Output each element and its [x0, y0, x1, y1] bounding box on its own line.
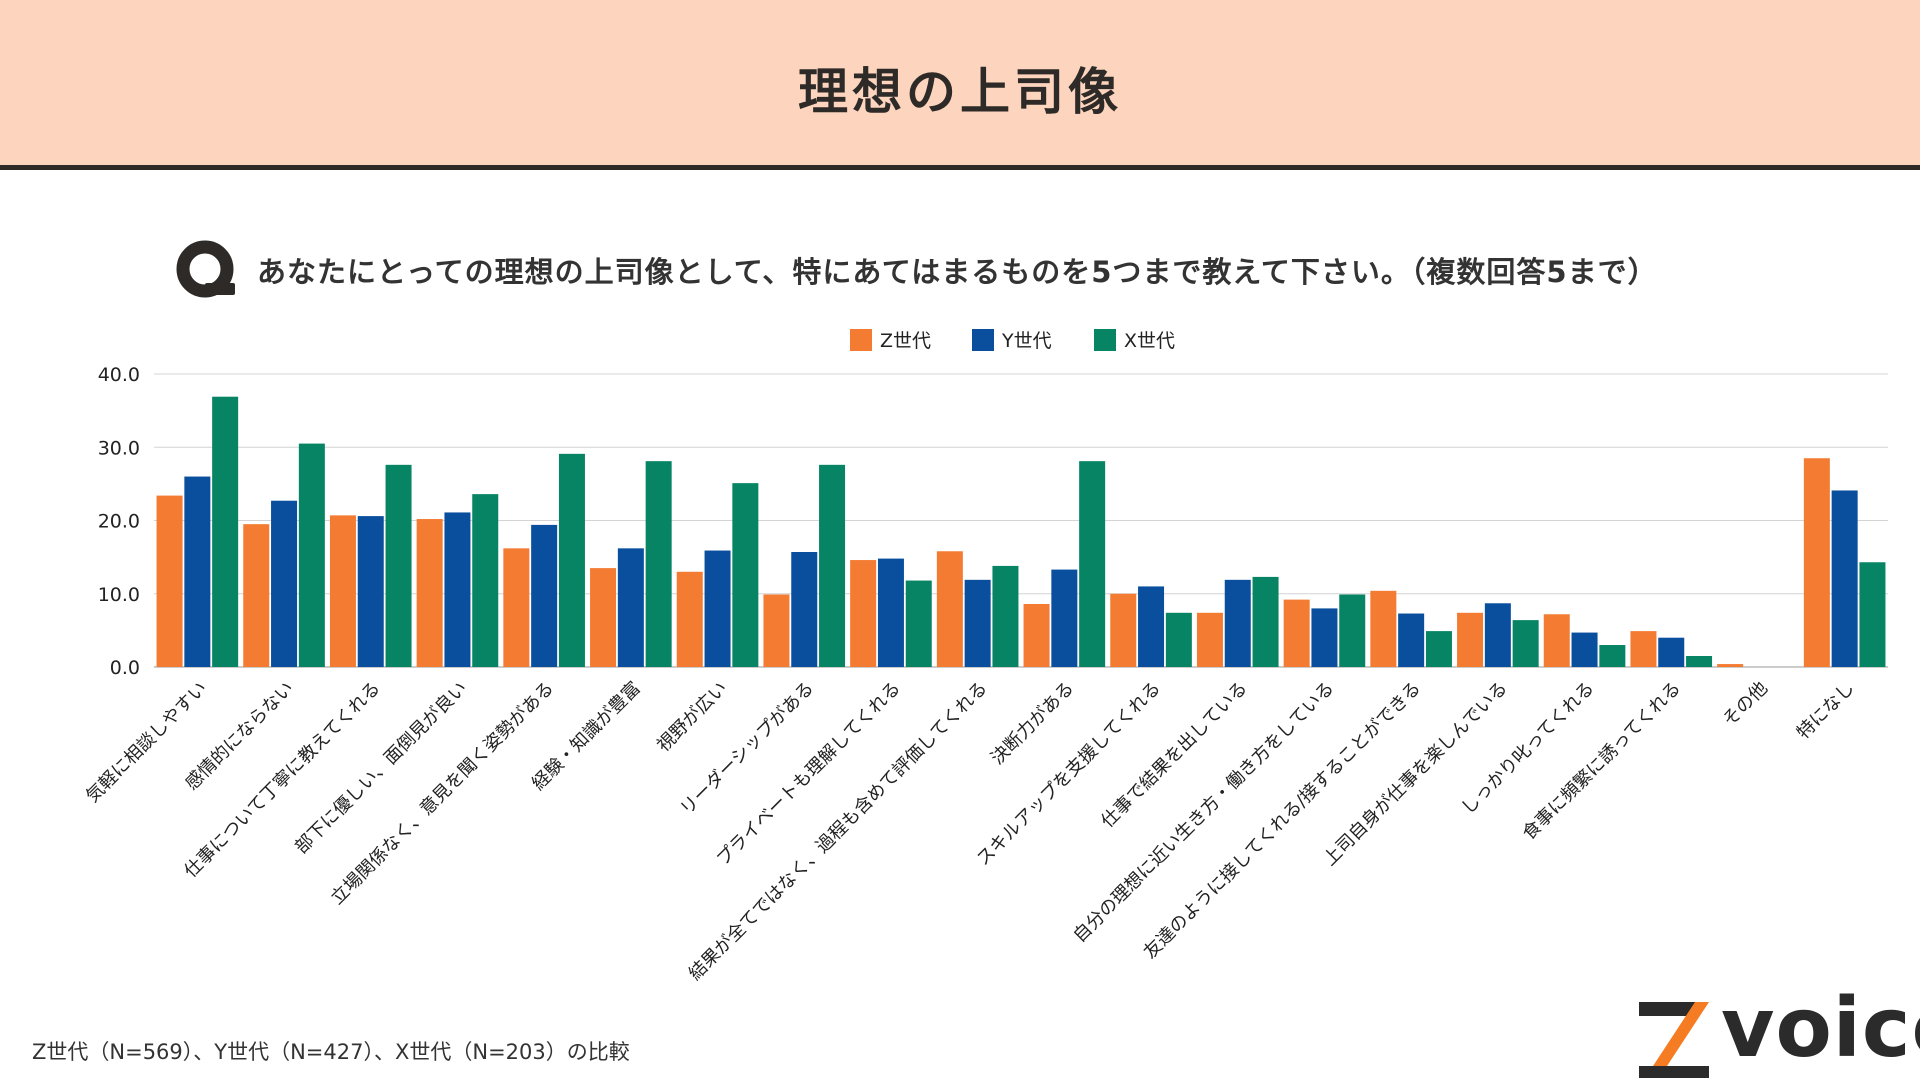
bar — [1398, 613, 1425, 667]
x-category-label: 特になし — [1793, 678, 1859, 744]
legend-label: Y世代 — [1001, 330, 1052, 352]
bar — [1079, 461, 1106, 667]
bar — [558, 453, 585, 667]
x-category-label: 上司自身が仕事を楽しんでいる — [1319, 678, 1511, 870]
bar — [936, 551, 963, 667]
bar — [156, 495, 183, 667]
bar — [1339, 594, 1366, 667]
zvoice-logo: voice — [1635, 988, 1920, 1080]
x-category-label: 視野が広い — [653, 678, 731, 756]
bar — [1196, 612, 1223, 667]
bar — [1512, 620, 1539, 667]
y-tick-label: 40.0 — [98, 364, 140, 386]
bar — [1224, 579, 1251, 667]
bar — [704, 550, 731, 667]
question-text: あなたにとっての理想の上司像として、特にあてはまるものを5つまで教えて下さい。（… — [257, 255, 1658, 289]
x-category-label: 結果が全てではなく、過程も含めて評価してくれる — [685, 678, 992, 985]
bar — [992, 565, 1019, 667]
bar — [1571, 632, 1598, 667]
header-banner: 理想の上司像 — [0, 0, 1920, 170]
bar — [1283, 599, 1310, 667]
bar — [1165, 612, 1192, 667]
bar — [732, 483, 759, 667]
y-tick-label: 0.0 — [110, 657, 140, 679]
page-title: 理想の上司像 — [798, 63, 1122, 121]
bar — [1370, 590, 1397, 667]
x-category-label: 決断力がある — [987, 678, 1078, 769]
bar — [1425, 631, 1452, 667]
x-category-label: その他 — [1719, 678, 1772, 731]
x-category-label: スキルアップを支援してくれる — [973, 678, 1165, 870]
bar — [503, 548, 530, 667]
question-row: あなたにとっての理想の上司像として、特にあてはまるものを5つまで教えて下さい。（… — [175, 240, 1658, 300]
bar — [1630, 631, 1657, 667]
bar — [1457, 612, 1484, 667]
bar — [184, 476, 211, 667]
bar — [905, 580, 932, 667]
bar — [850, 560, 877, 667]
legend-label: Z世代 — [880, 330, 931, 352]
y-tick-label: 30.0 — [98, 437, 140, 459]
bar — [1484, 603, 1511, 667]
bar — [1686, 656, 1713, 667]
bar — [1543, 614, 1570, 667]
bar — [444, 512, 471, 667]
legend-label: X世代 — [1124, 330, 1175, 352]
x-category-label: 部下に優しい、面倒見が良い — [291, 678, 471, 858]
bar — [791, 551, 818, 667]
bar — [472, 494, 499, 667]
bar — [271, 500, 298, 667]
question-q-icon — [176, 240, 235, 298]
bar — [1110, 593, 1137, 667]
bar — [819, 464, 846, 667]
bar — [590, 568, 617, 667]
bar — [243, 524, 270, 667]
bar — [329, 515, 356, 667]
bar — [357, 516, 384, 667]
bar — [1717, 664, 1744, 667]
bar — [1803, 458, 1830, 667]
y-tick-label: 20.0 — [98, 511, 140, 533]
bar — [1252, 576, 1279, 667]
x-category-label: 食事に頻繁に誘ってくれる — [1519, 678, 1686, 845]
bar — [676, 571, 703, 667]
bar — [1599, 645, 1626, 667]
bar — [385, 464, 412, 667]
bar — [1658, 637, 1685, 667]
bar — [1023, 604, 1050, 667]
bar — [1311, 608, 1338, 667]
bar — [763, 594, 790, 667]
bar — [1138, 586, 1165, 667]
y-tick-label: 10.0 — [98, 584, 140, 606]
x-category-label: 仕事で結果を出している — [1097, 678, 1251, 832]
x-category-label: プライベートも理解してくれる — [713, 678, 905, 870]
bar — [877, 558, 904, 667]
legend-swatch — [972, 329, 994, 351]
bar — [964, 579, 991, 667]
legend-swatch — [1094, 329, 1116, 351]
bar — [416, 519, 443, 667]
bar — [1831, 490, 1858, 667]
bar — [531, 524, 558, 667]
legend-swatch — [850, 329, 872, 351]
z-logo-mark — [1639, 1002, 1709, 1078]
bar — [298, 443, 325, 667]
bar — [617, 548, 644, 667]
bar — [212, 396, 239, 667]
bar — [645, 461, 672, 667]
logo-wordmark: voice — [1721, 981, 1920, 1076]
sample-size-footnote: Z世代（N=569）、Y世代（N=427）、X世代（N=203）の比較 — [32, 1040, 630, 1064]
bar — [1859, 562, 1886, 667]
bar — [1051, 569, 1078, 667]
